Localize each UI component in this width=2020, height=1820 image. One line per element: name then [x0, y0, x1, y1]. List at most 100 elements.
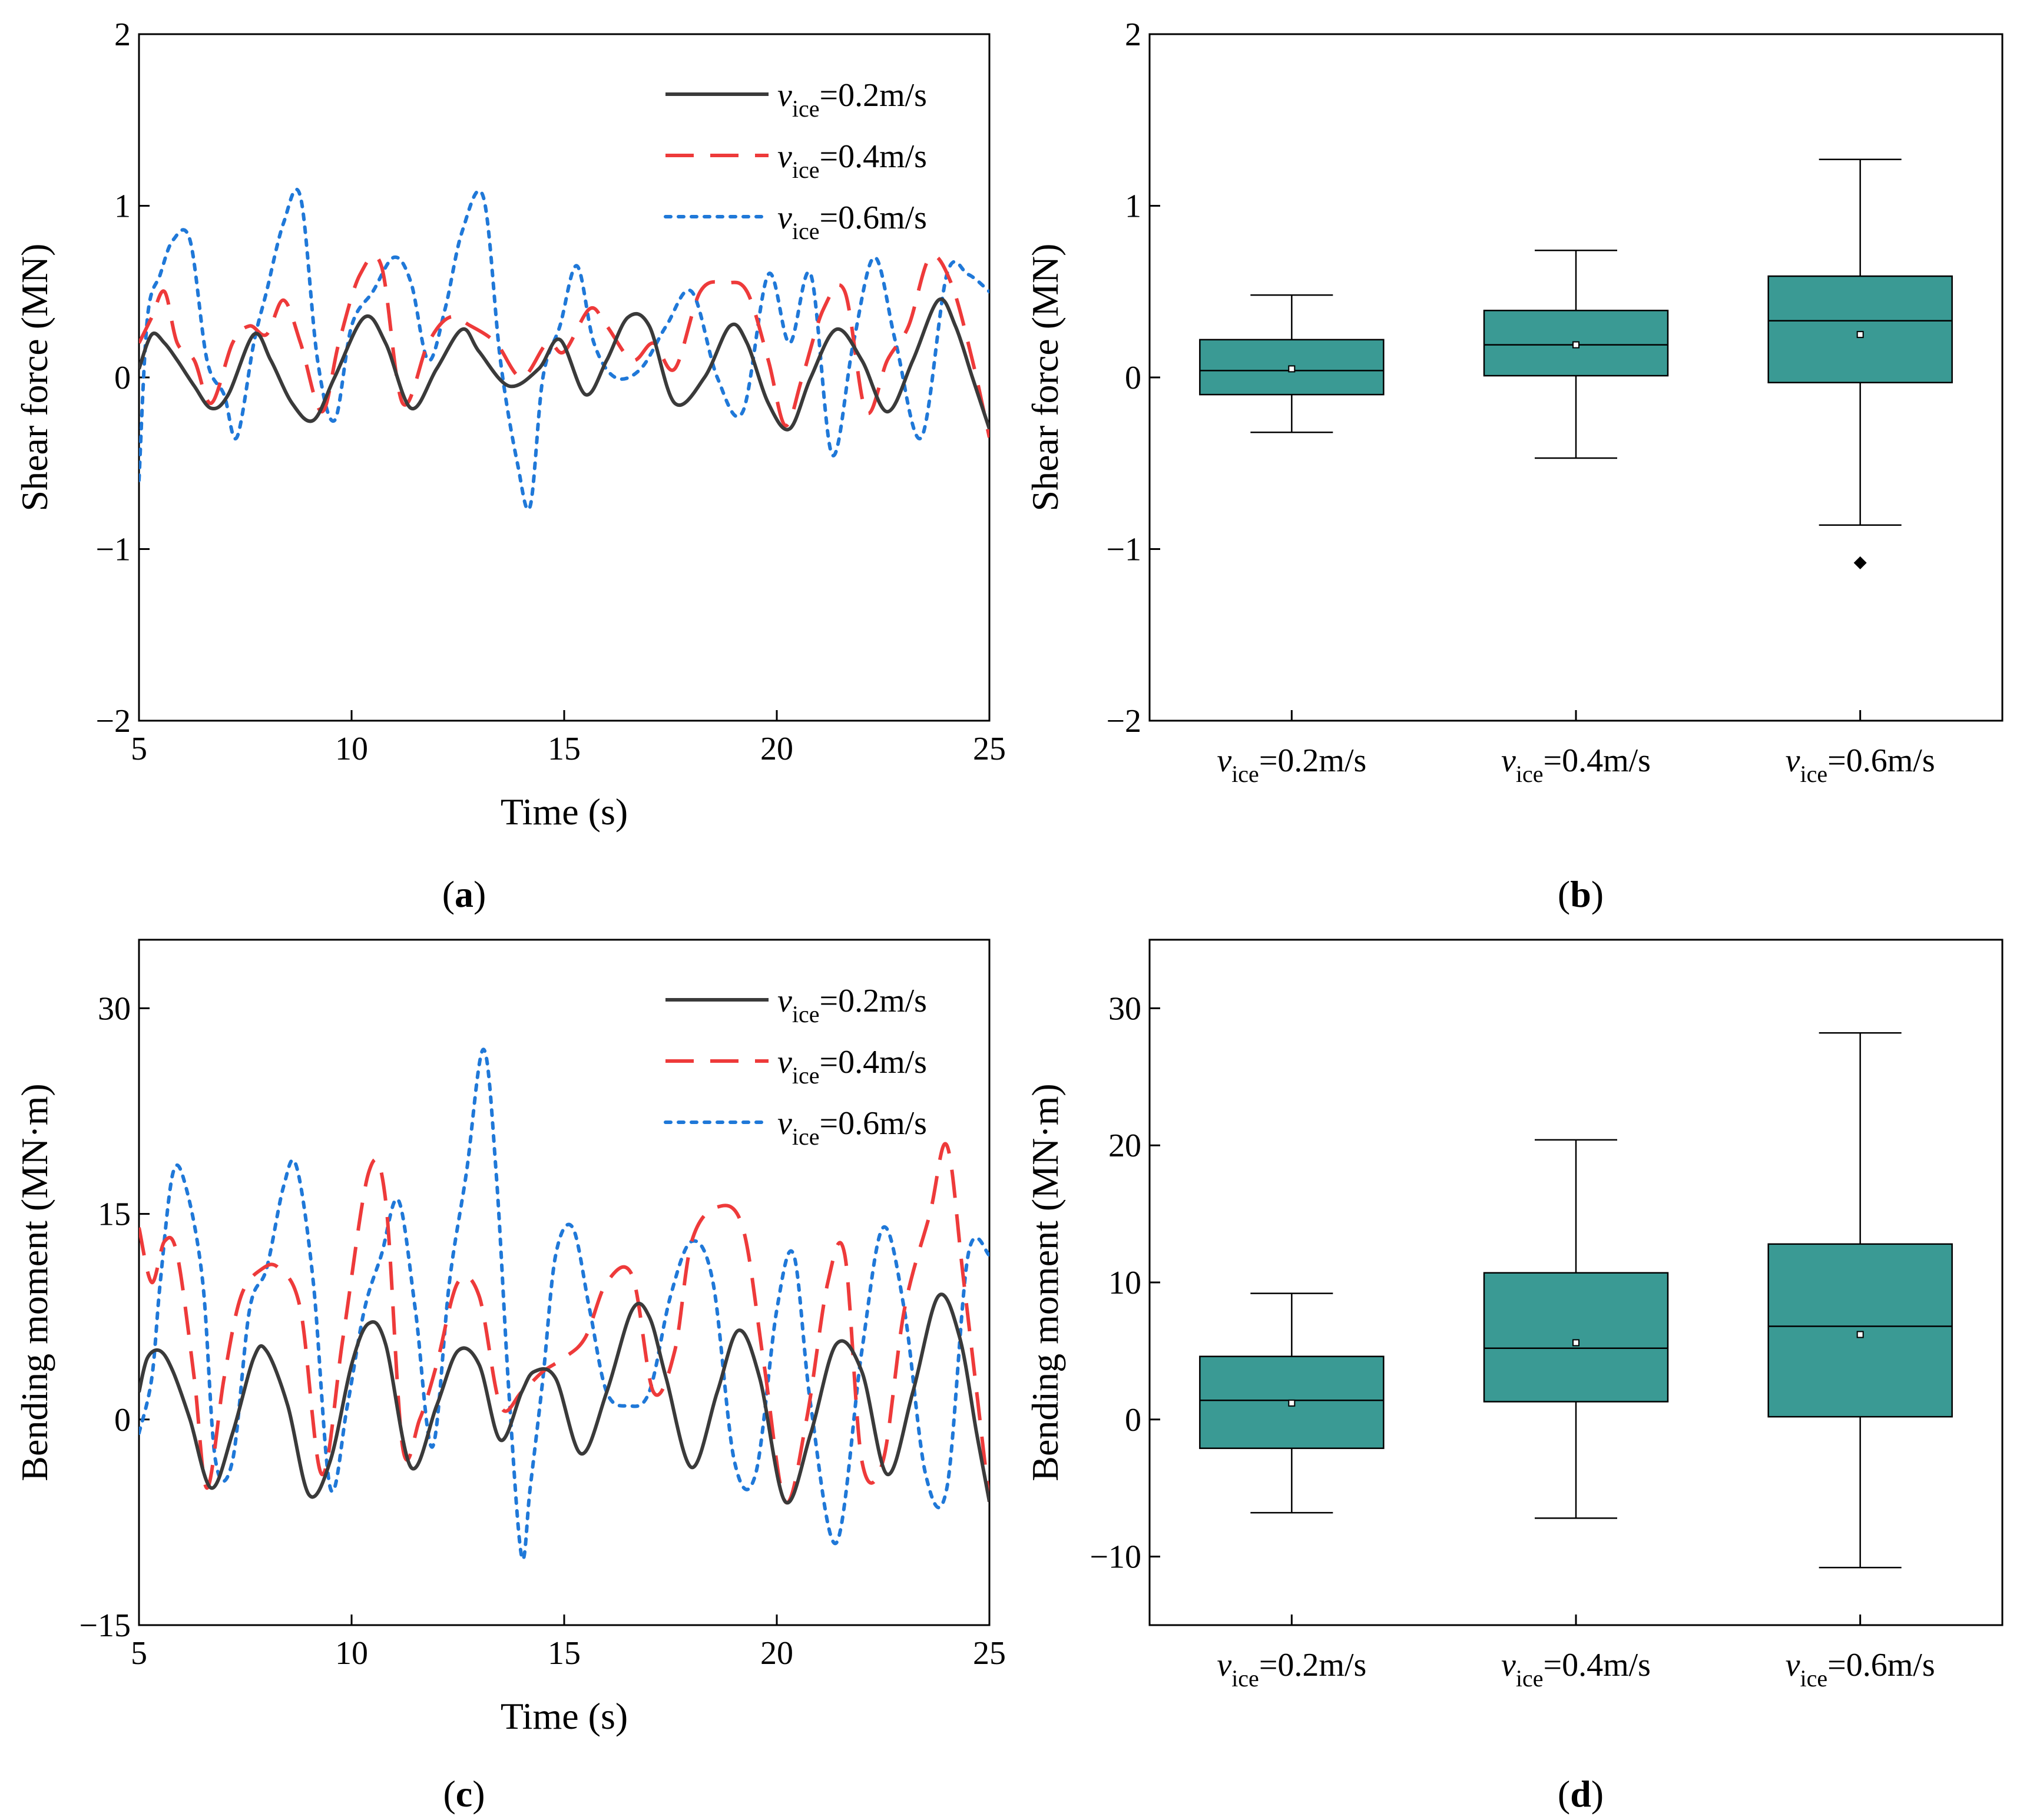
category-sub: ice: [1800, 1665, 1828, 1692]
category-eq: =0.4m/s: [1543, 742, 1651, 779]
x-axis-label: Time (s): [501, 791, 628, 833]
caption-letter: b: [1570, 873, 1591, 915]
x-tick-label: 15: [548, 731, 581, 767]
caption-paren: ): [472, 1773, 485, 1815]
legend-eq: =0.4m/s: [819, 138, 927, 175]
legend-var: v: [777, 138, 792, 175]
panel-c: −15 0 15 30 Bending moment (MN·m) (c) 5 10 15 20 2…: [14, 939, 1006, 1815]
y-tick-label: 10: [1108, 1265, 1141, 1301]
caption-paren: (: [443, 1773, 455, 1815]
y-tick-label: 30: [1108, 990, 1141, 1027]
caption-letter: c: [456, 1773, 472, 1815]
x-tick-label: 10: [335, 1635, 368, 1672]
y-tick-label: 0: [1125, 360, 1141, 396]
panel-a: −2 −1 0 1 2 Shear force (MN) (a) 5 10 15 20 25 Time …: [14, 16, 1006, 915]
category-var: v: [1217, 1647, 1231, 1683]
category-sub: ice: [1231, 1665, 1259, 1692]
y-tick-label: −2: [1106, 703, 1141, 740]
series-line-1: [139, 1142, 989, 1505]
y-tick-label: 1: [1125, 188, 1141, 225]
caption-letter: a: [455, 873, 473, 915]
category-eq: =0.6m/s: [1827, 742, 1935, 779]
box-2: [1767, 1032, 1953, 1569]
category-label: vice=0.6m/s: [1786, 742, 1935, 787]
category-eq: =0.2m/s: [1259, 742, 1367, 779]
legend-eq: =0.2m/s: [819, 77, 927, 114]
legend-entry: vice=0.2m/s: [777, 983, 927, 1027]
x-tick-label: 10: [335, 731, 368, 767]
caption-paren: (: [1558, 1773, 1570, 1815]
plot-frame: [138, 939, 991, 1626]
category-var: v: [1501, 742, 1516, 779]
legend-sub: ice: [792, 1001, 820, 1027]
panel-caption: (a): [442, 873, 486, 915]
category-eq: =0.2m/s: [1259, 1647, 1367, 1683]
y-tick-label: 30: [98, 990, 131, 1027]
category-label: vice=0.4m/s: [1501, 742, 1651, 787]
caption-letter: d: [1570, 1773, 1591, 1815]
y-tick-label: 2: [114, 16, 131, 53]
y-tick-label: −2: [95, 703, 131, 740]
mean-marker: [1572, 341, 1579, 349]
x-tick-label: 20: [760, 731, 793, 767]
legend-var: v: [777, 983, 792, 1019]
category-sub: ice: [1231, 761, 1259, 787]
legend-entry: vice=0.6m/s: [777, 200, 927, 244]
y-tick-label: −15: [79, 1607, 131, 1644]
category-label: vice=0.6m/s: [1786, 1647, 1935, 1692]
legend-entry: vice=0.4m/s: [777, 1044, 927, 1089]
plot-frame: [138, 33, 991, 722]
legend-var: v: [777, 200, 792, 236]
y-axis-label: Bending moment (MN·m): [1024, 1083, 1066, 1481]
caption-paren: (: [1558, 873, 1570, 915]
box-1: [1483, 250, 1669, 459]
box-1: [1483, 1139, 1669, 1519]
series-line-2: [139, 1047, 989, 1562]
box-0: [1199, 294, 1385, 433]
legend-var: v: [777, 1044, 792, 1080]
y-tick-label: −1: [95, 532, 131, 568]
x-tick-label: 15: [548, 1635, 581, 1672]
y-tick-label: 20: [1108, 1128, 1141, 1164]
box-body: [1767, 275, 1953, 383]
y-tick-label: 0: [114, 1402, 131, 1438]
outlier-marker: [1853, 556, 1867, 569]
series-line-1: [139, 254, 989, 438]
caption-paren: ): [1591, 1773, 1604, 1815]
legend-entry: vice=0.4m/s: [777, 138, 927, 183]
legend-sub: ice: [792, 95, 820, 122]
category-sub: ice: [1800, 761, 1828, 787]
box-body: [1483, 1272, 1669, 1403]
x-tick-label: 25: [973, 731, 1006, 767]
caption-paren: ): [473, 873, 486, 915]
mean-marker: [1288, 365, 1296, 373]
y-tick-label: 2: [1125, 16, 1141, 53]
y-tick-label: 0: [114, 360, 131, 396]
caption-paren: (: [442, 873, 455, 915]
legend-eq: =0.2m/s: [819, 983, 927, 1019]
x-tick-label: 25: [973, 1635, 1006, 1672]
legend-var: v: [777, 1105, 792, 1142]
legend-eq: =0.4m/s: [819, 1044, 927, 1080]
panel-caption: (b): [1558, 873, 1604, 915]
box-2: [1767, 158, 1953, 569]
category-label: vice=0.4m/s: [1501, 1647, 1651, 1692]
category-var: v: [1501, 1647, 1516, 1683]
legend-sub: ice: [792, 1123, 820, 1150]
category-eq: =0.4m/s: [1543, 1647, 1651, 1683]
mean-marker: [1856, 331, 1864, 339]
y-axis-label: Bending moment (MN·m): [14, 1083, 55, 1481]
series-line-2: [139, 187, 989, 512]
y-tick-label: 15: [98, 1196, 131, 1233]
caption-paren: ): [1591, 873, 1604, 915]
y-axis-label: Shear force (MN): [14, 244, 55, 512]
box-0: [1199, 1292, 1385, 1514]
x-tick-label: 5: [131, 731, 147, 767]
series-line-0: [139, 1292, 989, 1505]
category-sub: ice: [1516, 1665, 1544, 1692]
x-tick-label: 5: [131, 1635, 147, 1672]
x-axis-label: Time (s): [501, 1695, 628, 1737]
